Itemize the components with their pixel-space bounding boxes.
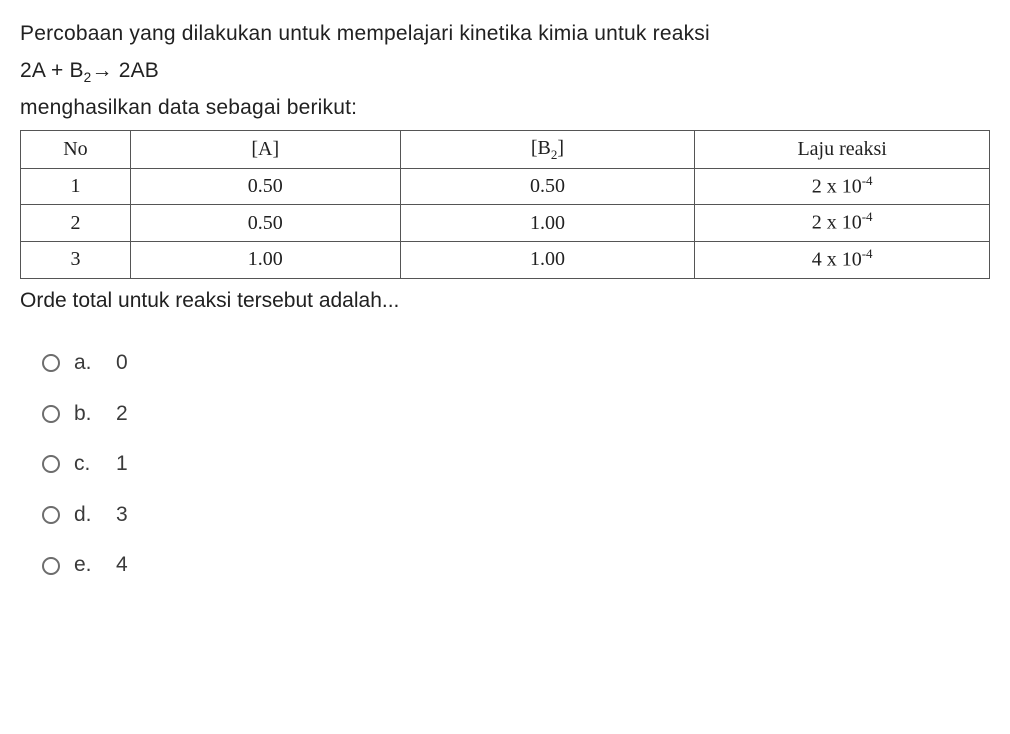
rate-exp: -4 [862,173,873,188]
options-group: a. 0 b. 2 c. 1 d. 3 e. 4 [42,347,990,582]
option-d[interactable]: d. 3 [42,499,990,532]
cell-a: 0.50 [130,168,400,205]
question-prompt: Orde total untuk reaksi tersebut adalah.… [20,285,990,318]
question-stem: Percobaan yang dilakukan untuk mempelaja… [20,18,990,124]
rate-coef: 2 x 10 [812,175,862,197]
col-header-no: No [21,131,131,168]
option-letter: e. [74,549,102,582]
cell-rate: 4 x 10-4 [695,241,990,278]
rate-coef: 4 x 10 [812,249,862,271]
table-row: 1 0.50 0.50 2 x 10-4 [21,168,990,205]
option-value: 1 [116,448,128,481]
eq-arrow: → [91,59,112,82]
col-header-b-prefix: [B [531,137,551,159]
rate-exp: -4 [862,246,873,261]
cell-b: 1.00 [400,241,695,278]
radio-icon[interactable] [42,354,60,372]
question-line-1: Percobaan yang dilakukan untuk mempelaja… [20,18,990,51]
cell-b: 0.50 [400,168,695,205]
question-equation: 2A + B2→ 2AB [20,55,990,88]
cell-rate: 2 x 10-4 [695,168,990,205]
radio-icon[interactable] [42,405,60,423]
radio-icon[interactable] [42,557,60,575]
data-table: No [A] [B2] Laju reaksi 1 0.50 0.50 2 x … [20,130,990,278]
radio-icon[interactable] [42,506,60,524]
option-letter: b. [74,398,102,431]
cell-no: 1 [21,168,131,205]
col-header-a: [A] [130,131,400,168]
rate-exp: -4 [862,209,873,224]
option-a[interactable]: a. 0 [42,347,990,380]
eq-part-2: 2AB [113,59,159,82]
option-value: 2 [116,398,128,431]
col-header-b-suffix: ] [557,137,564,159]
cell-b: 1.00 [400,205,695,242]
radio-icon[interactable] [42,455,60,473]
option-b[interactable]: b. 2 [42,398,990,431]
table-row: 3 1.00 1.00 4 x 10-4 [21,241,990,278]
rate-coef: 2 x 10 [812,212,862,234]
option-letter: a. [74,347,102,380]
col-header-rate: Laju reaksi [695,131,990,168]
option-letter: c. [74,448,102,481]
option-value: 4 [116,549,128,582]
cell-a: 0.50 [130,205,400,242]
option-c[interactable]: c. 1 [42,448,990,481]
table-header-row: No [A] [B2] Laju reaksi [21,131,990,168]
option-e[interactable]: e. 4 [42,549,990,582]
question-line-3: menghasilkan data sebagai berikut: [20,92,990,125]
cell-no: 3 [21,241,131,278]
cell-rate: 2 x 10-4 [695,205,990,242]
option-letter: d. [74,499,102,532]
option-value: 0 [116,347,128,380]
cell-a: 1.00 [130,241,400,278]
col-header-b: [B2] [400,131,695,168]
cell-no: 2 [21,205,131,242]
eq-part-1: 2A + B [20,59,84,82]
table-row: 2 0.50 1.00 2 x 10-4 [21,205,990,242]
option-value: 3 [116,499,128,532]
